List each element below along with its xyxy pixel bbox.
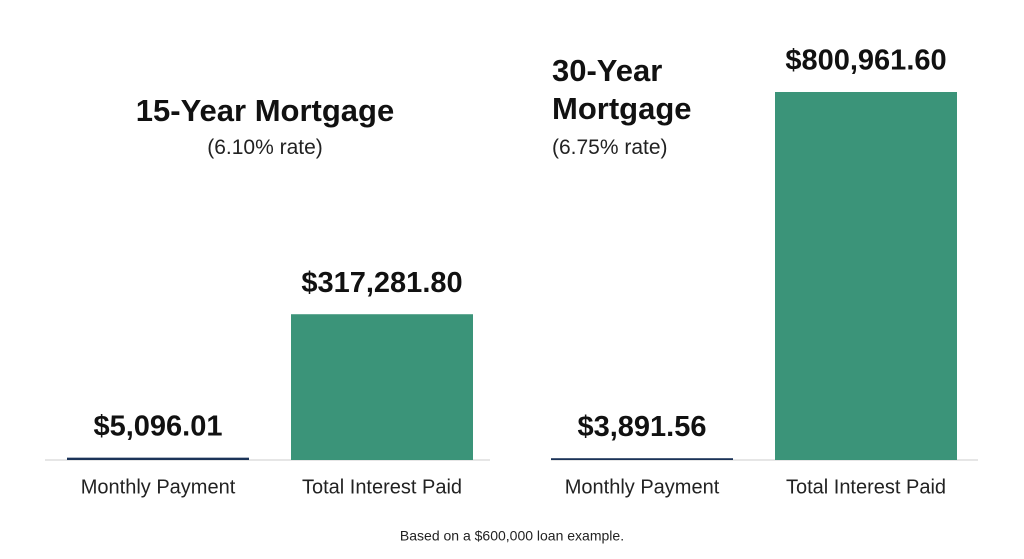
chart-subtitle: (6.10% rate) — [207, 136, 323, 159]
bar — [291, 314, 473, 460]
x-tick-label: Total Interest Paid — [786, 476, 946, 498]
x-tick-label: Total Interest Paid — [302, 476, 462, 498]
x-tick-label: Monthly Payment — [81, 476, 236, 498]
value-label: $800,961.60 — [785, 45, 946, 77]
footnote: Based on a $600,000 loan example. — [400, 528, 624, 544]
chart-title: 30-Year Mortgage — [552, 53, 692, 126]
value-label: $5,096.01 — [93, 410, 222, 442]
value-label: $3,891.56 — [577, 411, 706, 443]
bar — [67, 457, 249, 460]
bar — [551, 458, 733, 460]
bar — [775, 92, 957, 460]
value-label: $317,281.80 — [301, 267, 462, 299]
chart-title: 15-Year Mortgage — [135, 93, 395, 128]
x-tick-label: Monthly Payment — [565, 476, 720, 498]
chart-subtitle: (6.75% rate) — [552, 136, 668, 159]
